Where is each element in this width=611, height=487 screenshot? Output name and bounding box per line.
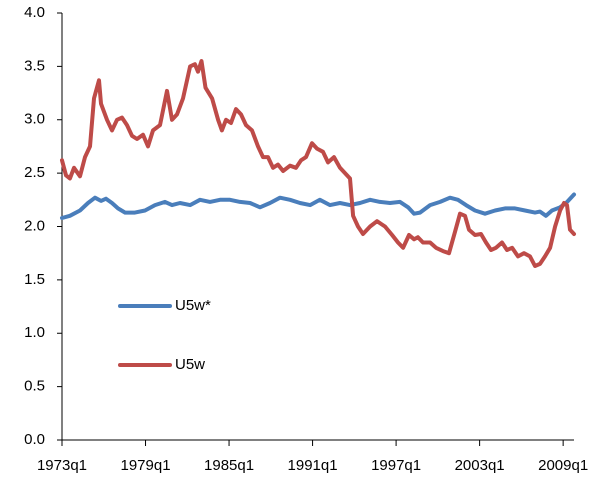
- y-tick-label: 2.0: [24, 217, 45, 234]
- legend-label: U5w: [175, 356, 205, 373]
- y-tick-label: 3.0: [24, 111, 45, 128]
- series-line: [60, 59, 576, 268]
- x-tick-label: 1985q1: [204, 457, 254, 474]
- x-tick-label: 1979q1: [120, 457, 170, 474]
- y-tick-label: 0.5: [24, 378, 45, 395]
- x-tick-label: 2003q1: [455, 457, 505, 474]
- x-tick-label: 2009q1: [538, 457, 588, 474]
- x-tick-label: 1997q1: [371, 457, 421, 474]
- y-tick-label: 0.0: [24, 431, 45, 448]
- y-tick-label: 1.5: [24, 271, 45, 288]
- y-tick-label: 2.5: [24, 164, 45, 181]
- x-tick-label: 1973q1: [37, 457, 87, 474]
- y-tick-label: 4.0: [24, 4, 45, 21]
- legend-label: U5w*: [175, 297, 211, 314]
- series-line: [60, 192, 576, 220]
- x-tick-label: 1991q1: [288, 457, 338, 474]
- y-tick-label: 3.5: [24, 57, 45, 74]
- y-tick-label: 1.0: [24, 324, 45, 341]
